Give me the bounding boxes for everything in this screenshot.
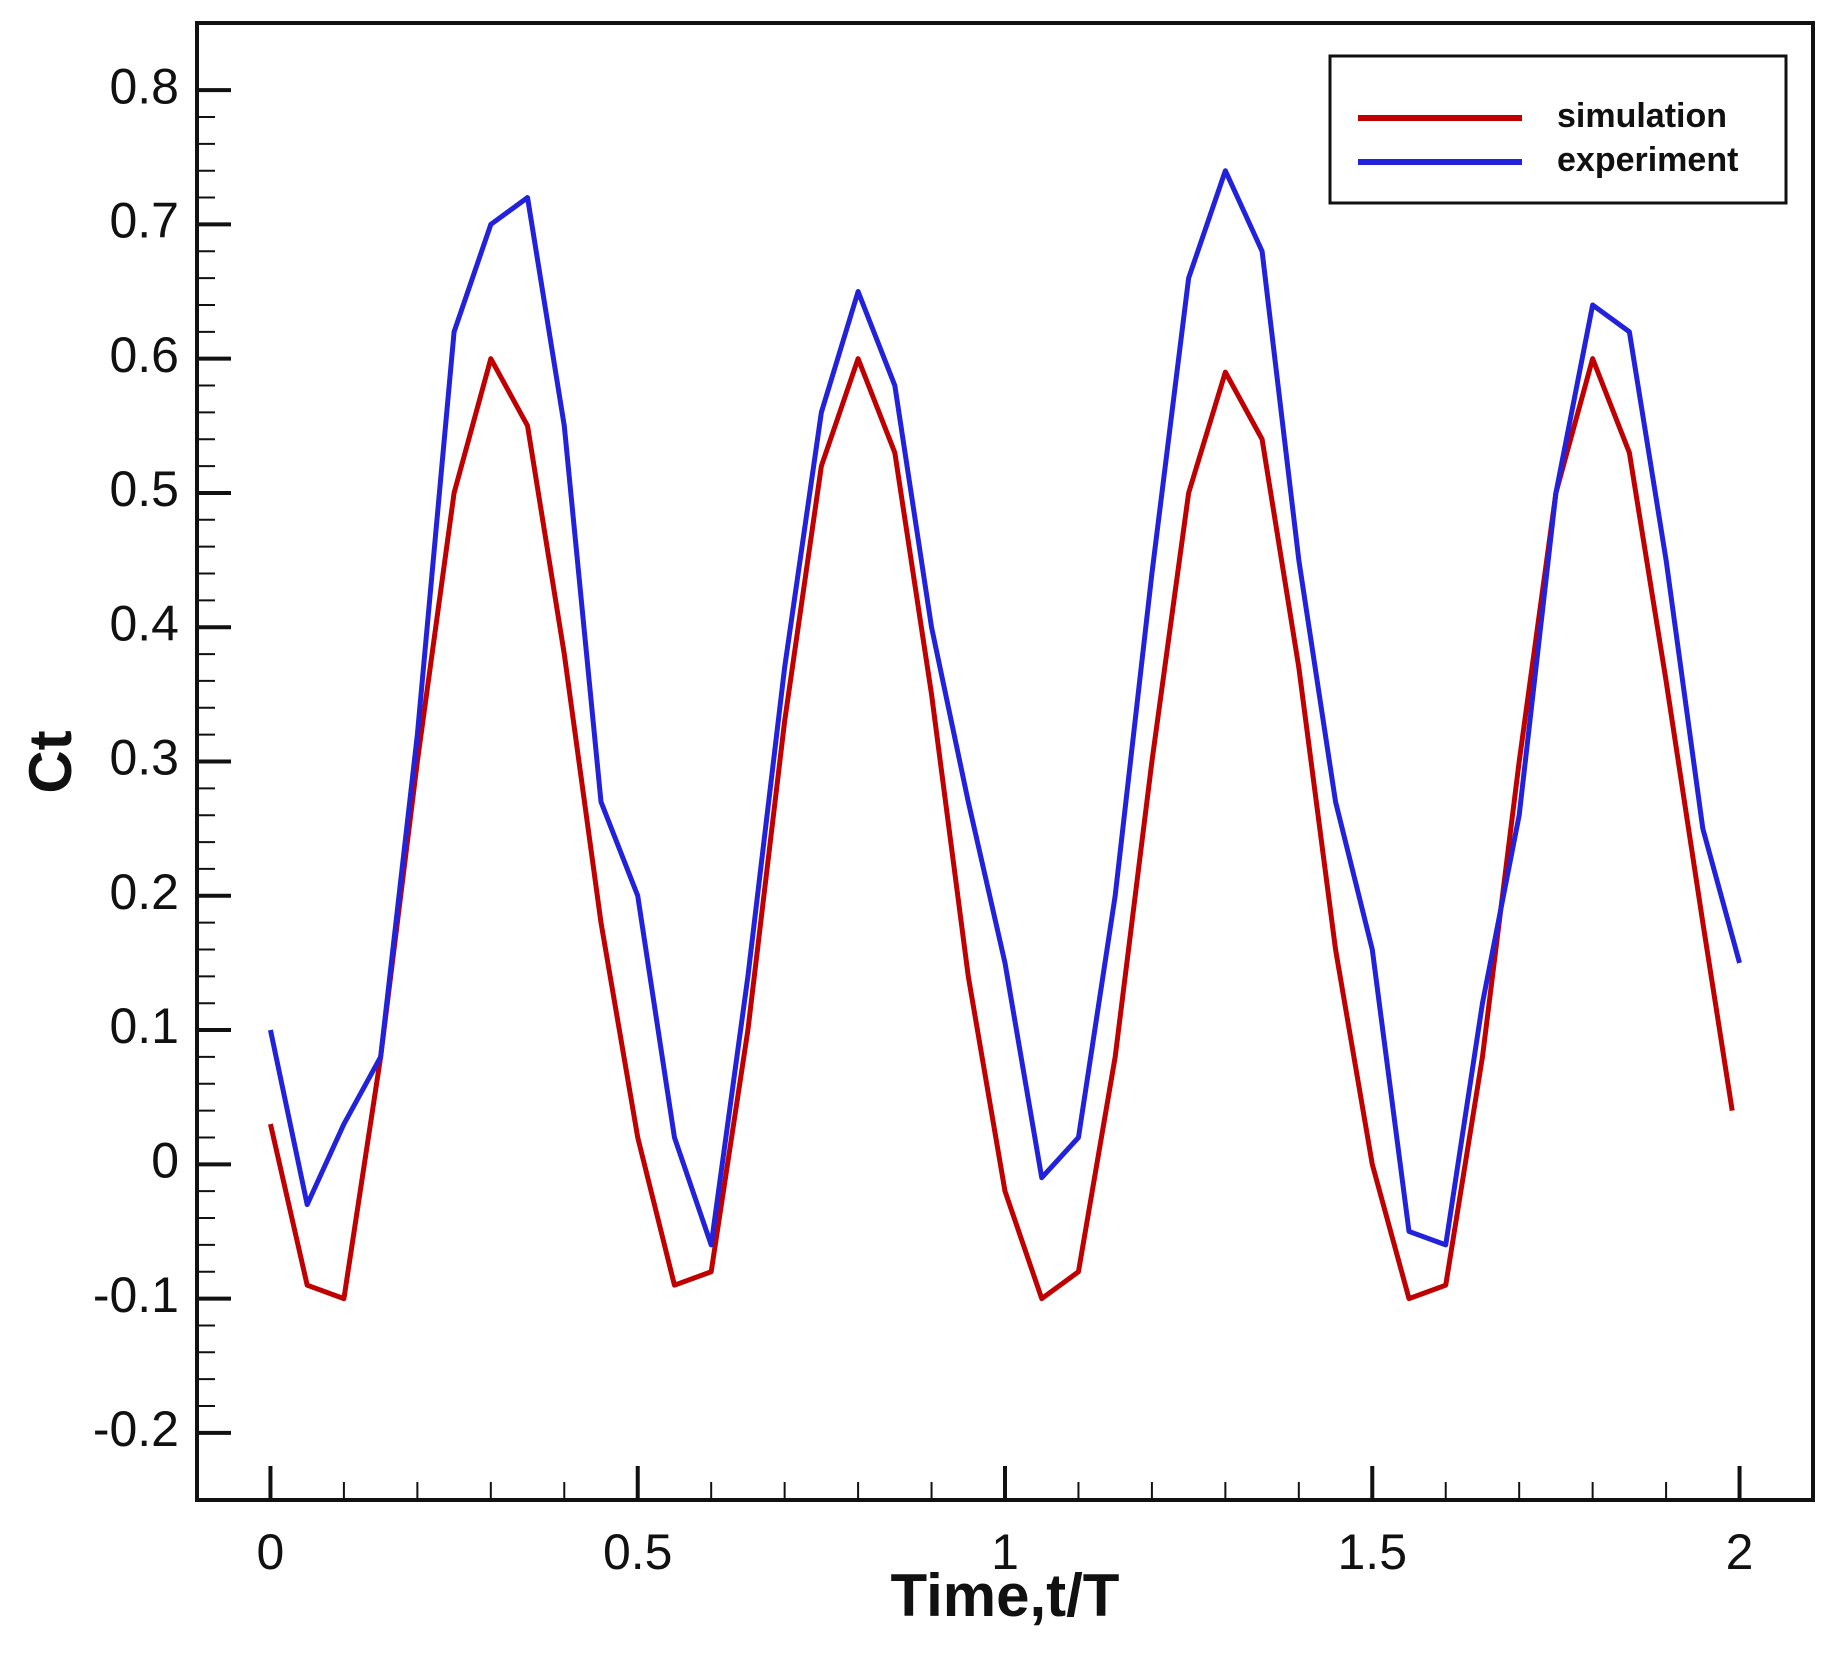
y-tick-label: 0 bbox=[151, 1133, 179, 1189]
y-tick-label: 0.7 bbox=[109, 193, 179, 249]
y-axis-title: Ct bbox=[17, 730, 84, 793]
x-tick-label: 1.5 bbox=[1338, 1524, 1408, 1580]
x-tick-label: 1 bbox=[991, 1524, 1019, 1580]
y-tick-label: 0.3 bbox=[109, 730, 179, 786]
plot-frame bbox=[195, 21, 1815, 1502]
y-tick-label: 0.8 bbox=[109, 58, 179, 114]
x-tick-label: 0.5 bbox=[603, 1524, 673, 1580]
y-tick-label: 0.4 bbox=[109, 595, 179, 651]
y-tick-label: -0.1 bbox=[93, 1267, 179, 1323]
x-tick-label: 2 bbox=[1726, 1524, 1754, 1580]
y-tick-label: -0.2 bbox=[93, 1401, 179, 1457]
legend-box bbox=[1328, 54, 1788, 205]
x-axis-title: Time,t/T bbox=[891, 1562, 1120, 1629]
legend-label: simulation bbox=[1557, 97, 1727, 135]
y-tick-label: 0.1 bbox=[109, 998, 179, 1054]
series-line bbox=[268, 356, 1735, 1302]
legend-label: experiment bbox=[1557, 141, 1738, 179]
y-tick-label: 0.2 bbox=[109, 864, 179, 920]
series-line bbox=[268, 168, 1742, 1248]
x-tick-label: 0 bbox=[257, 1524, 285, 1580]
y-tick-label: 0.5 bbox=[109, 461, 179, 517]
y-tick-label: 0.6 bbox=[109, 327, 179, 383]
